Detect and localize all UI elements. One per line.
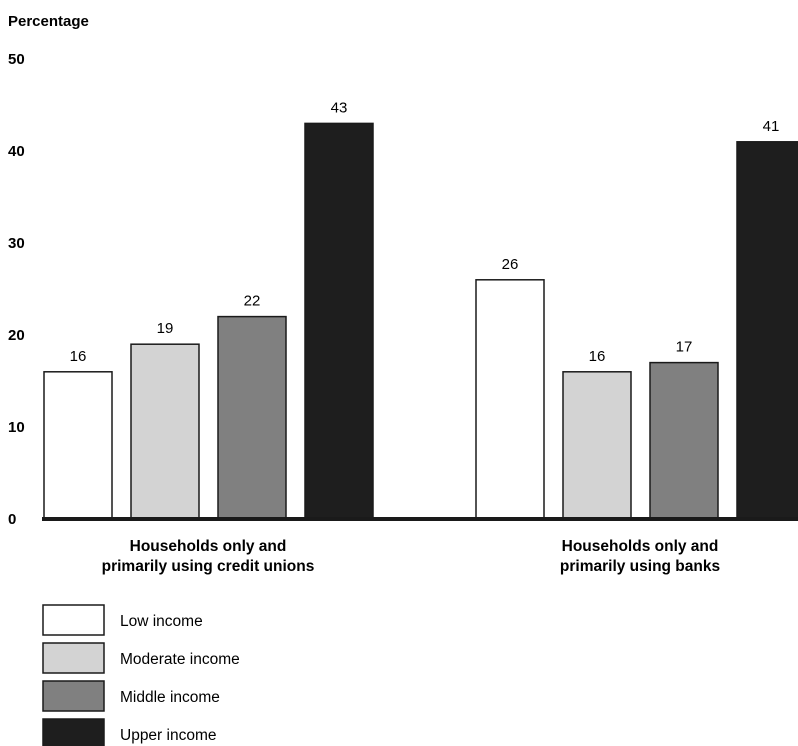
category-labels: Households only and primarily using credi… [102, 538, 720, 575]
y-tick-label: 0 [8, 511, 16, 528]
bar [304, 122, 374, 520]
legend-swatch [42, 642, 105, 674]
category-label: Households only and [130, 538, 287, 555]
data-label: 16 [589, 348, 606, 365]
bar [130, 343, 200, 520]
legend-label: Low income [120, 613, 203, 630]
bar [475, 279, 545, 520]
y-axis-ticks: 0 10 20 30 40 50 [8, 51, 25, 528]
bar [562, 371, 632, 520]
bar [736, 141, 798, 520]
category-label: primarily using banks [560, 558, 720, 575]
data-label: 43 [331, 99, 348, 116]
data-label: 41 [763, 118, 780, 135]
legend-swatch [42, 604, 105, 636]
y-axis-label: Percentage [8, 13, 89, 30]
y-tick-label: 40 [8, 143, 25, 160]
legend: Low income Moderate income Middle income Up… [42, 604, 240, 746]
data-labels: 16 26 19 16 22 17 43 41 [70, 99, 780, 364]
legend-label: Moderate income [120, 651, 240, 668]
data-label: 17 [676, 339, 693, 356]
legend-swatch [42, 680, 105, 712]
y-tick-label: 50 [8, 51, 25, 68]
bar [43, 371, 113, 520]
bar [649, 361, 719, 520]
data-label: 26 [502, 256, 519, 273]
y-tick-label: 30 [8, 235, 25, 252]
category-label: primarily using credit unions [102, 558, 315, 575]
legend-swatch [42, 718, 105, 746]
bars [43, 122, 798, 520]
data-label: 19 [157, 320, 174, 337]
data-label: 16 [70, 348, 87, 365]
legend-label: Upper income [120, 727, 217, 744]
y-tick-label: 20 [8, 327, 25, 344]
data-label: 22 [244, 293, 261, 310]
bar [217, 315, 287, 520]
category-label: Households only and [562, 538, 719, 555]
x-axis-line [42, 517, 798, 521]
legend-label: Middle income [120, 689, 220, 706]
y-tick-label: 10 [8, 419, 25, 436]
